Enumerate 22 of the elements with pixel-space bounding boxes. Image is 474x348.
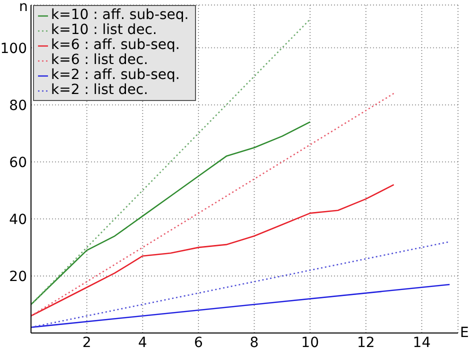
legend-label: k=6 : aff. sub-seq. (51, 37, 180, 53)
legend-label: k=10 : list dec. (51, 22, 157, 38)
y-tick-label: 20 (9, 268, 27, 285)
x-tick-label: 4 (138, 334, 148, 348)
x-tick-label: 10 (301, 334, 319, 348)
y-tick-label: 60 (9, 154, 27, 171)
x-tick-label: 6 (194, 334, 203, 348)
x-axis-title: E (460, 325, 469, 341)
legend-label: k=2 : aff. sub-seq. (51, 67, 180, 83)
x-tick-label: 2 (82, 334, 92, 348)
y-tick-label: 80 (9, 98, 27, 114)
x-tick-label: 8 (250, 334, 259, 348)
x-tick-label: 12 (356, 334, 375, 348)
legend-label: k=10 : aff. sub-seq. (51, 7, 189, 23)
y-tick-label: 100 (0, 40, 27, 57)
y-axis-title: n (19, 0, 28, 15)
line-series (31, 121, 311, 306)
legend-label: k=2 : list dec. (51, 82, 148, 98)
line-series (31, 184, 394, 317)
x-tick-label: 14 (412, 334, 431, 348)
y-tick-label: 40 (9, 212, 27, 228)
legend-label: k=6 : list dec. (51, 52, 148, 68)
